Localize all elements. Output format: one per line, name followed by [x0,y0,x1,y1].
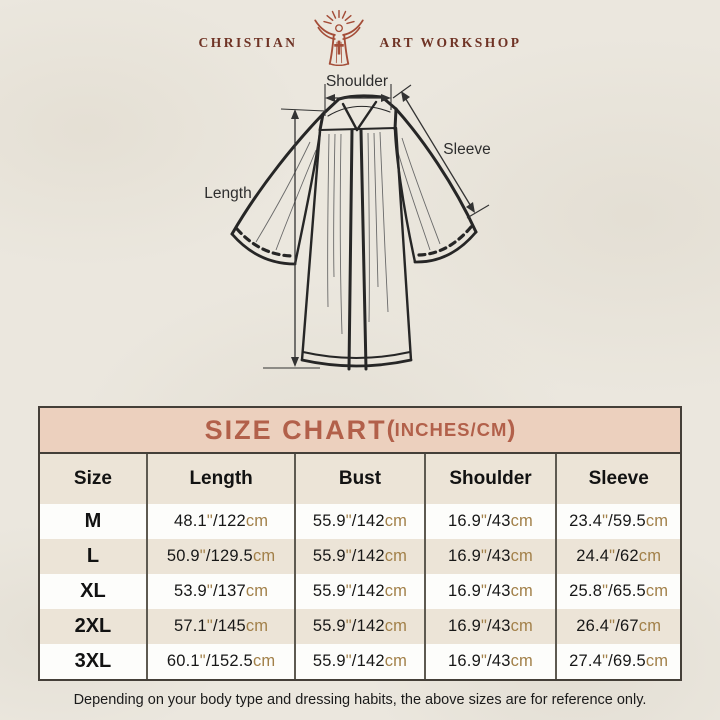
length-measurement-cell: 50.9"/129.5cm [145,539,296,574]
column-header-shoulder: Shoulder [423,454,557,504]
size-row-2xl: 2XL 57.1"/145cm 55.9"/142cm 16.9"/43cm 26.4"… [40,609,680,644]
column-header-length: Length [145,454,296,504]
column-header-bust: Bust [294,454,425,504]
size-cell: XL [80,580,106,602]
bust-measurement-cell: 55.9"/142cm [294,504,425,539]
reference-disclaimer: Depending on your body type and dressing… [73,692,647,708]
bust-measurement-cell: 55.9"/142cm [294,574,425,609]
length-measurement-cell: 48.1"/122cm [145,504,296,539]
shoulder-measurement-cell: 16.9"/43cm [423,504,557,539]
size-chart-title-text: SIZE CHART [204,414,387,445]
size-cell: M [84,510,102,532]
size-table-header-row: Size Length Bust Shoulder Sleeve [40,454,680,504]
sleeve-measurement-cell: 24.4"/62cm [555,539,680,574]
robe-outline [230,94,478,371]
size-row-xl: XL 53.9"/137cm 55.9"/142cm 16.9"/43cm 25.8"/… [40,574,680,609]
shoulder-label: Shoulder [326,73,388,90]
bust-measurement-cell: 55.9"/142cm [294,539,425,574]
measurement-lines [263,84,490,369]
shoulder-measurement-cell: 16.9"/43cm [423,539,557,574]
measurement-arrowheads [291,91,475,367]
sleeve-label: Sleeve [443,141,490,158]
sleeve-measurement-cell: 27.4"/69.5cm [555,644,680,679]
size-chart-title-units: INCHES/CM [394,419,508,440]
cross-icon [333,40,344,55]
column-header-size: Size [40,454,147,504]
brand-name-left: CHRISTIAN [198,35,298,50]
robe-measurement-diagram: Shoulder Sleeve Length [204,73,491,371]
brand-name-right: ART WORKSHOP [379,35,522,50]
sleeve-measurement-cell: 25.8"/65.5cm [555,574,680,609]
brand-header: CHRISTIAN ART WORKSHOP [0,10,720,66]
size-chart: SIZE CHART(INCHES/CM) Size Length Bust Shou… [38,406,682,681]
size-cell: L [86,545,100,567]
size-row-m: M 48.1"/122cm 55.9"/142cm 16.9"/43cm 23.4"/5… [40,504,680,539]
size-row-l: L 50.9"/129.5cm 55.9"/142cm 16.9"/43cm 24.4"… [40,539,680,574]
sleeve-measurement-cell: 26.4"/67cm [555,609,680,644]
cuff-stitching-right [417,225,473,257]
sleeve-measurement-cell: 23.4"/59.5cm [555,504,680,539]
column-header-sleeve: Sleeve [555,454,680,504]
jesus-sunburst-icon [313,10,364,66]
size-row-3xl: 3XL 60.1"/152.5cm 55.9"/142cm 16.9"/43cm 27.… [40,644,680,679]
shoulder-measurement-cell: 16.9"/43cm [423,609,557,644]
length-measurement-cell: 53.9"/137cm [145,574,296,609]
cuff-stitching-left [235,227,294,258]
length-measurement-cell: 57.1"/145cm [145,609,296,644]
length-label: Length [204,185,251,202]
size-cell: 3XL [74,650,112,672]
size-table: Size Length Bust Shoulder Sleeve M 48.1"/122c… [40,454,680,679]
size-cell: 2XL [74,615,112,637]
bust-measurement-cell: 55.9"/142cm [294,644,425,679]
shoulder-measurement-cell: 16.9"/43cm [423,644,557,679]
bust-measurement-cell: 55.9"/142cm [294,609,425,644]
shoulder-measurement-cell: 16.9"/43cm [423,574,557,609]
length-measurement-cell: 60.1"/152.5cm [145,644,296,679]
size-chart-title: SIZE CHART(INCHES/CM) [40,408,680,454]
